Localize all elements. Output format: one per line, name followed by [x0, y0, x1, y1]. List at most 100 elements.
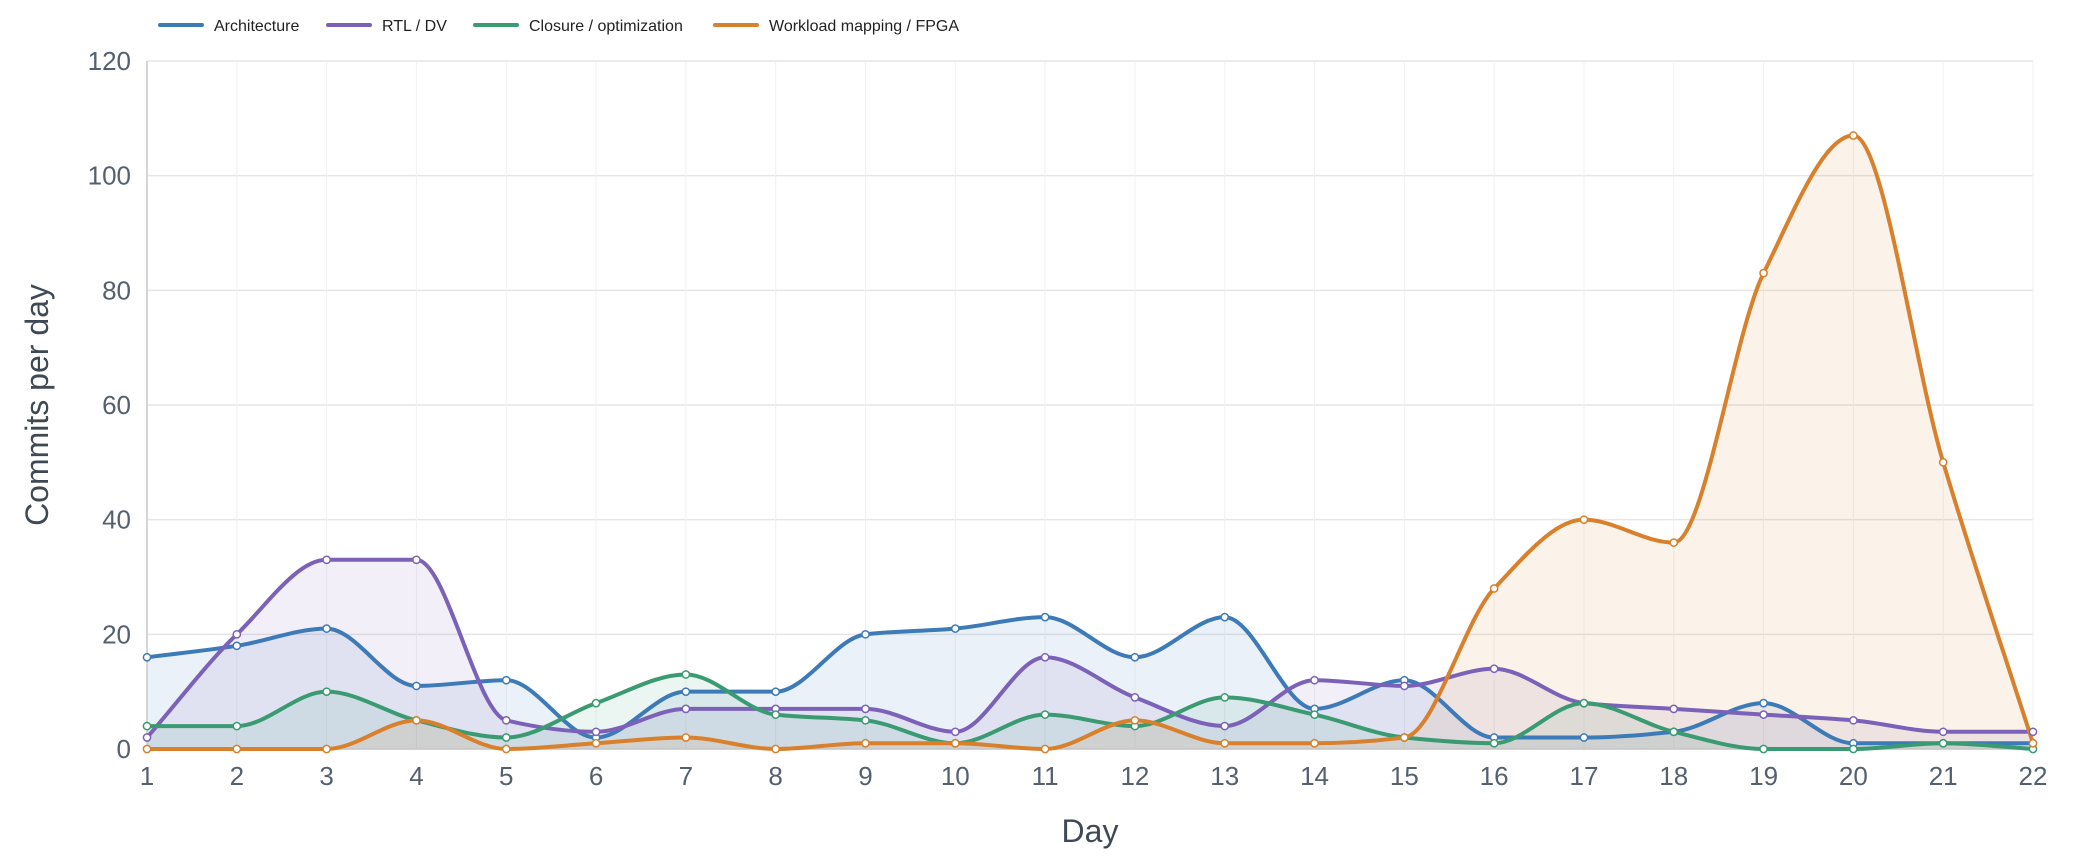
y-tick-label: 120: [88, 46, 131, 76]
data-point: [950, 727, 960, 737]
data-point: [1759, 744, 1768, 754]
data-point: [1669, 704, 1679, 714]
data-point: [1849, 715, 1858, 725]
data-point: [681, 687, 691, 697]
x-tick-label: 17: [1569, 761, 1598, 791]
data-point: [1310, 738, 1319, 748]
x-tick-label: 8: [768, 761, 782, 791]
data-point: [1130, 693, 1140, 702]
data-point: [861, 629, 870, 639]
data-point: [1489, 738, 1499, 748]
data-point: [1938, 727, 1948, 737]
x-tick-label: 5: [499, 761, 513, 791]
data-point: [1040, 710, 1050, 719]
data-point: [1130, 715, 1140, 725]
grid: [146, 60, 2034, 750]
data-point: [1759, 268, 1768, 278]
data-point: [861, 738, 870, 748]
data-point: [681, 704, 691, 714]
x-tick-label: 18: [1659, 761, 1688, 791]
legend-label: Architecture: [214, 18, 299, 35]
data-point: [1669, 727, 1679, 737]
series-line: [145, 672, 2035, 752]
data-point: [950, 624, 960, 633]
data-point: [1489, 664, 1499, 674]
data-point: [232, 744, 242, 754]
x-tick-label: 12: [1120, 761, 1149, 791]
series-area: [147, 135, 2033, 749]
data-point: [412, 715, 421, 725]
legend: Architecture RTL / DV Closure / optimizati…: [158, 18, 959, 35]
data-point: [1220, 721, 1230, 731]
data-point: [2028, 738, 2038, 748]
data-point: [771, 687, 781, 697]
y-tick-label: 60: [102, 390, 131, 420]
data-point: [1938, 457, 1948, 467]
series-line: [145, 615, 2035, 746]
x-axis-label: Day: [1062, 813, 1119, 849]
data-point: [1399, 681, 1409, 691]
x-tick-label: 16: [1480, 761, 1509, 791]
x-tick-label: 22: [2019, 761, 2048, 791]
data-point: [2028, 727, 2038, 737]
data-point: [771, 744, 781, 754]
series-line: [145, 557, 2035, 740]
data-point: [501, 675, 511, 685]
data-point: [232, 721, 242, 731]
data-point: [1579, 515, 1589, 525]
data-point: [1849, 744, 1858, 754]
data-point: [1849, 131, 1858, 140]
y-tick-label: 20: [102, 619, 131, 649]
data-point: [142, 744, 152, 754]
data-point: [322, 744, 331, 754]
axes: [146, 61, 2033, 750]
x-tick-label: 10: [941, 761, 970, 791]
data-point: [950, 738, 960, 748]
data-points: [142, 131, 2038, 754]
series-areas: [147, 135, 2033, 749]
x-tick-label: 3: [319, 761, 333, 791]
x-tick-label: 21: [1929, 761, 1958, 791]
data-point: [861, 715, 870, 725]
x-tick-label: 11: [1032, 761, 1059, 791]
y-tick-label: 100: [88, 161, 131, 191]
data-point: [861, 704, 870, 714]
legend-label: Workload mapping / FPGA: [769, 18, 959, 35]
data-point: [501, 733, 511, 742]
x-tick-label: 15: [1390, 761, 1419, 791]
data-point: [412, 681, 421, 691]
data-point: [1040, 652, 1050, 662]
y-axis-label: Commits per day: [19, 284, 55, 526]
data-point: [1579, 733, 1589, 742]
data-point: [412, 555, 421, 565]
data-point: [232, 629, 242, 639]
data-point: [1220, 693, 1230, 702]
data-point: [1310, 710, 1319, 719]
data-point: [681, 733, 691, 742]
data-point: [771, 710, 781, 719]
data-point: [322, 687, 331, 697]
data-point: [142, 721, 152, 731]
x-tick-label: 1: [140, 761, 154, 791]
x-tick-label: 4: [409, 761, 423, 791]
x-tick-label: 6: [589, 761, 603, 791]
x-tick-label: 20: [1839, 761, 1868, 791]
data-point: [1759, 710, 1768, 719]
x-tick-label: 2: [230, 761, 244, 791]
x-tick-label: 9: [858, 761, 872, 791]
data-point: [1310, 675, 1319, 685]
data-point: [681, 670, 691, 679]
data-point: [142, 733, 152, 742]
y-tick-label: 0: [117, 734, 131, 764]
legend-label: Closure / optimization: [529, 18, 683, 35]
y-tick-label: 80: [102, 275, 131, 305]
data-point: [591, 698, 601, 708]
x-tick-label: 19: [1749, 761, 1778, 791]
data-point: [1040, 612, 1050, 622]
data-point: [322, 555, 331, 565]
y-tick-label: 40: [102, 505, 131, 535]
data-point: [1130, 652, 1140, 662]
data-point: [1399, 733, 1409, 742]
